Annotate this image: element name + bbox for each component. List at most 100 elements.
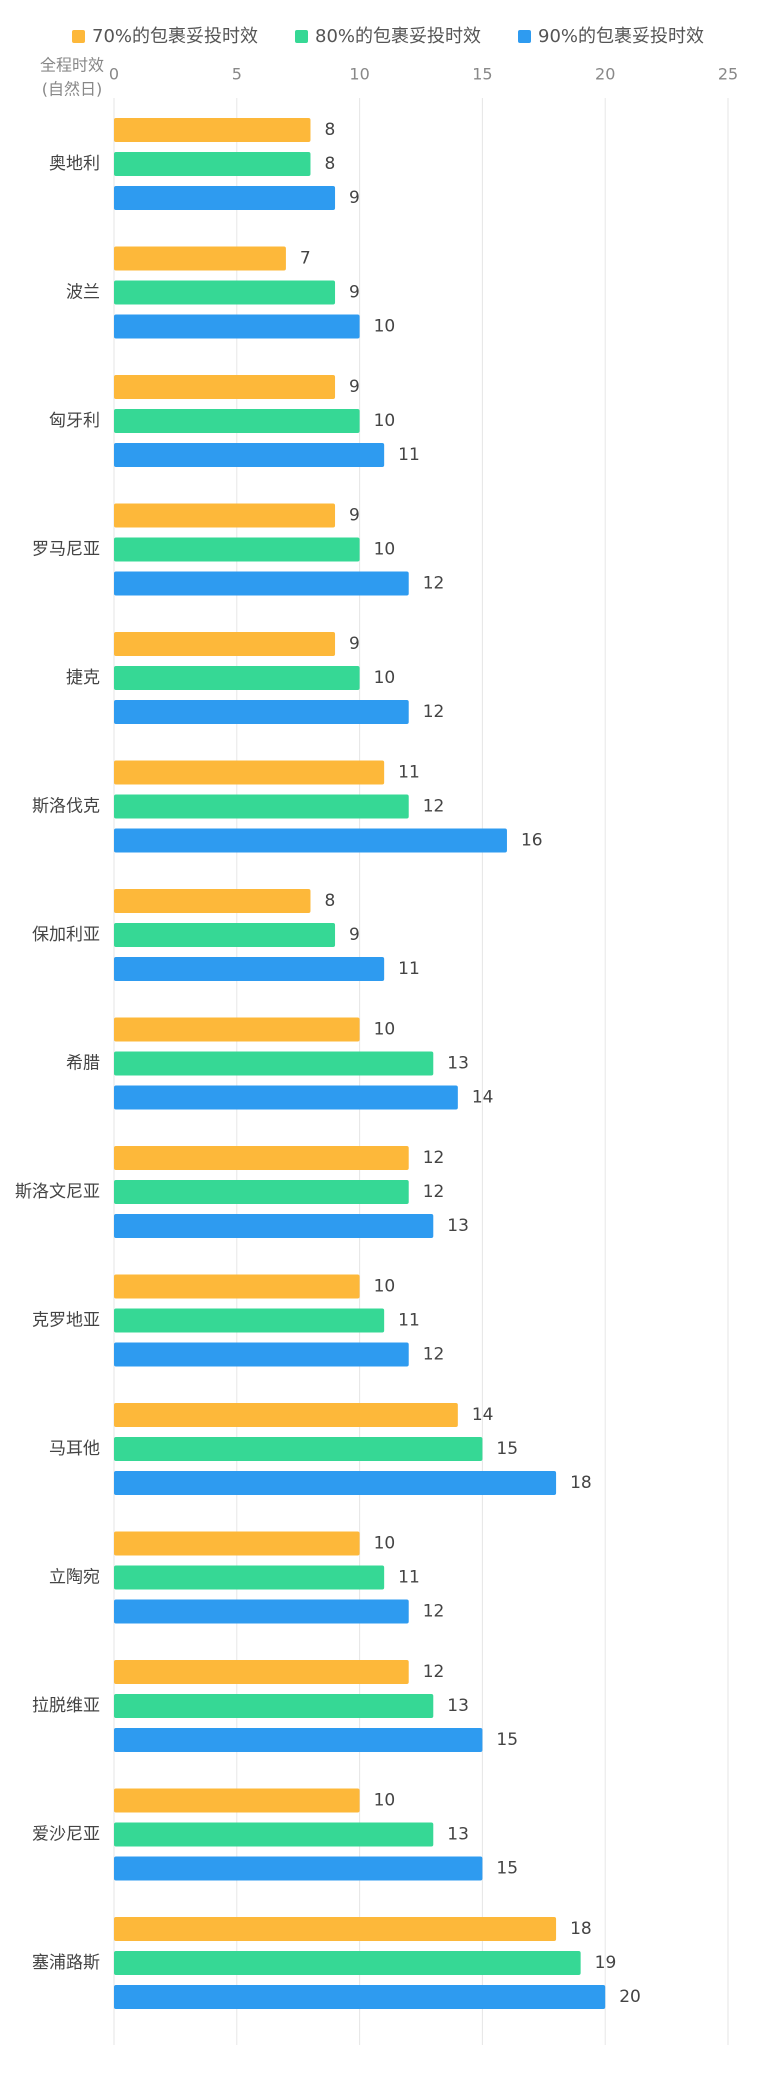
value-label: 10: [374, 1791, 396, 1811]
bar: [114, 503, 336, 528]
x-tick-label: 10: [349, 65, 369, 84]
value-label: 8: [324, 891, 335, 911]
value-label: 15: [496, 1439, 518, 1459]
value-label: 12: [423, 574, 445, 594]
value-label: 19: [595, 1953, 617, 1973]
value-label: 12: [423, 1182, 445, 1202]
bar: [114, 666, 360, 690]
value-label: 10: [374, 1020, 396, 1040]
bar: [114, 375, 336, 399]
y-tick-label: 斯洛文尼亚: [15, 1182, 100, 1202]
legend-label: 70%的包裹妥投时效: [92, 26, 258, 47]
y-tick-label: 斯洛伐克: [32, 797, 100, 817]
bar: [114, 443, 385, 467]
value-label: 15: [496, 1730, 518, 1750]
legend-swatch: [295, 30, 308, 43]
bar: [114, 1308, 385, 1333]
bar: [114, 246, 286, 271]
value-label: 12: [423, 1345, 445, 1365]
value-label: 8: [324, 120, 335, 140]
bar: [114, 1822, 434, 1847]
bar: [114, 1565, 385, 1590]
x-tick-label: 15: [472, 65, 492, 84]
value-label: 10: [374, 540, 396, 560]
y-tick-label: 马耳他: [49, 1439, 100, 1459]
legend-swatch: [518, 30, 531, 43]
bar: [114, 1017, 360, 1042]
value-label: 9: [349, 283, 360, 303]
bar: [114, 1342, 409, 1367]
legend-label: 80%的包裹妥投时效: [315, 26, 481, 47]
bar: [114, 889, 311, 913]
bar: [114, 537, 360, 562]
x-tick-label: 20: [595, 65, 615, 84]
bar: [114, 1274, 360, 1299]
y-tick-label: 立陶宛: [49, 1568, 100, 1588]
bar: [114, 1985, 606, 2009]
value-label: 9: [349, 377, 360, 397]
bar: [114, 1471, 557, 1495]
value-label: 13: [447, 1825, 469, 1845]
y-tick-label: 拉脱维亚: [32, 1696, 100, 1716]
value-label: 10: [374, 317, 396, 337]
x-tick-label: 25: [718, 65, 738, 84]
value-label: 9: [349, 506, 360, 526]
value-label: 10: [374, 668, 396, 688]
value-label: 16: [521, 831, 543, 851]
bar: [114, 1856, 483, 1881]
value-label: 12: [423, 1662, 445, 1682]
bar: [114, 1437, 483, 1461]
bar: [114, 409, 360, 433]
value-label: 13: [447, 1696, 469, 1716]
bar: [114, 186, 336, 210]
value-label: 11: [398, 445, 420, 465]
y-tick-label: 保加利亚: [32, 925, 100, 945]
value-label: 10: [374, 1534, 396, 1554]
x-tick-label: 5: [232, 65, 242, 84]
value-label: 12: [423, 1602, 445, 1622]
value-label: 13: [447, 1216, 469, 1236]
y-axis-unit: (自然日): [42, 80, 103, 99]
value-label: 8: [324, 154, 335, 174]
bar: [114, 1180, 409, 1204]
value-label: 7: [300, 249, 311, 269]
bar: [114, 1599, 409, 1624]
y-tick-label: 捷克: [66, 668, 100, 688]
value-label: 10: [374, 1277, 396, 1297]
value-label: 13: [447, 1054, 469, 1074]
bar: [114, 1694, 434, 1718]
bar: [114, 794, 409, 819]
bar: [114, 314, 360, 339]
legend-swatch: [72, 30, 85, 43]
bar: [114, 760, 385, 785]
bar: [114, 1085, 458, 1110]
x-tick-label: 0: [109, 65, 119, 84]
bar: [114, 1728, 483, 1752]
y-tick-label: 罗马尼亚: [32, 540, 100, 560]
y-tick-label: 克罗地亚: [32, 1311, 100, 1331]
value-label: 9: [349, 188, 360, 208]
bar: [114, 1214, 434, 1238]
value-label: 12: [423, 702, 445, 722]
value-label: 11: [398, 1311, 420, 1331]
value-label: 11: [398, 1568, 420, 1588]
y-tick-label: 波兰: [66, 283, 100, 303]
bar: [114, 118, 311, 142]
y-tick-label: 奥地利: [49, 154, 100, 174]
bar: [114, 700, 409, 724]
y-tick-label: 爱沙尼亚: [32, 1825, 100, 1845]
value-label: 14: [472, 1405, 494, 1425]
y-tick-label: 塞浦路斯: [32, 1953, 100, 1973]
bar: [114, 1051, 434, 1076]
value-label: 14: [472, 1088, 494, 1108]
value-label: 11: [398, 959, 420, 979]
value-label: 11: [398, 763, 420, 783]
bar: [114, 1146, 409, 1170]
bar: [114, 1403, 458, 1427]
y-tick-label: 希腊: [66, 1054, 100, 1074]
bar: [114, 1917, 557, 1941]
value-label: 12: [423, 797, 445, 817]
bar: [114, 152, 311, 176]
